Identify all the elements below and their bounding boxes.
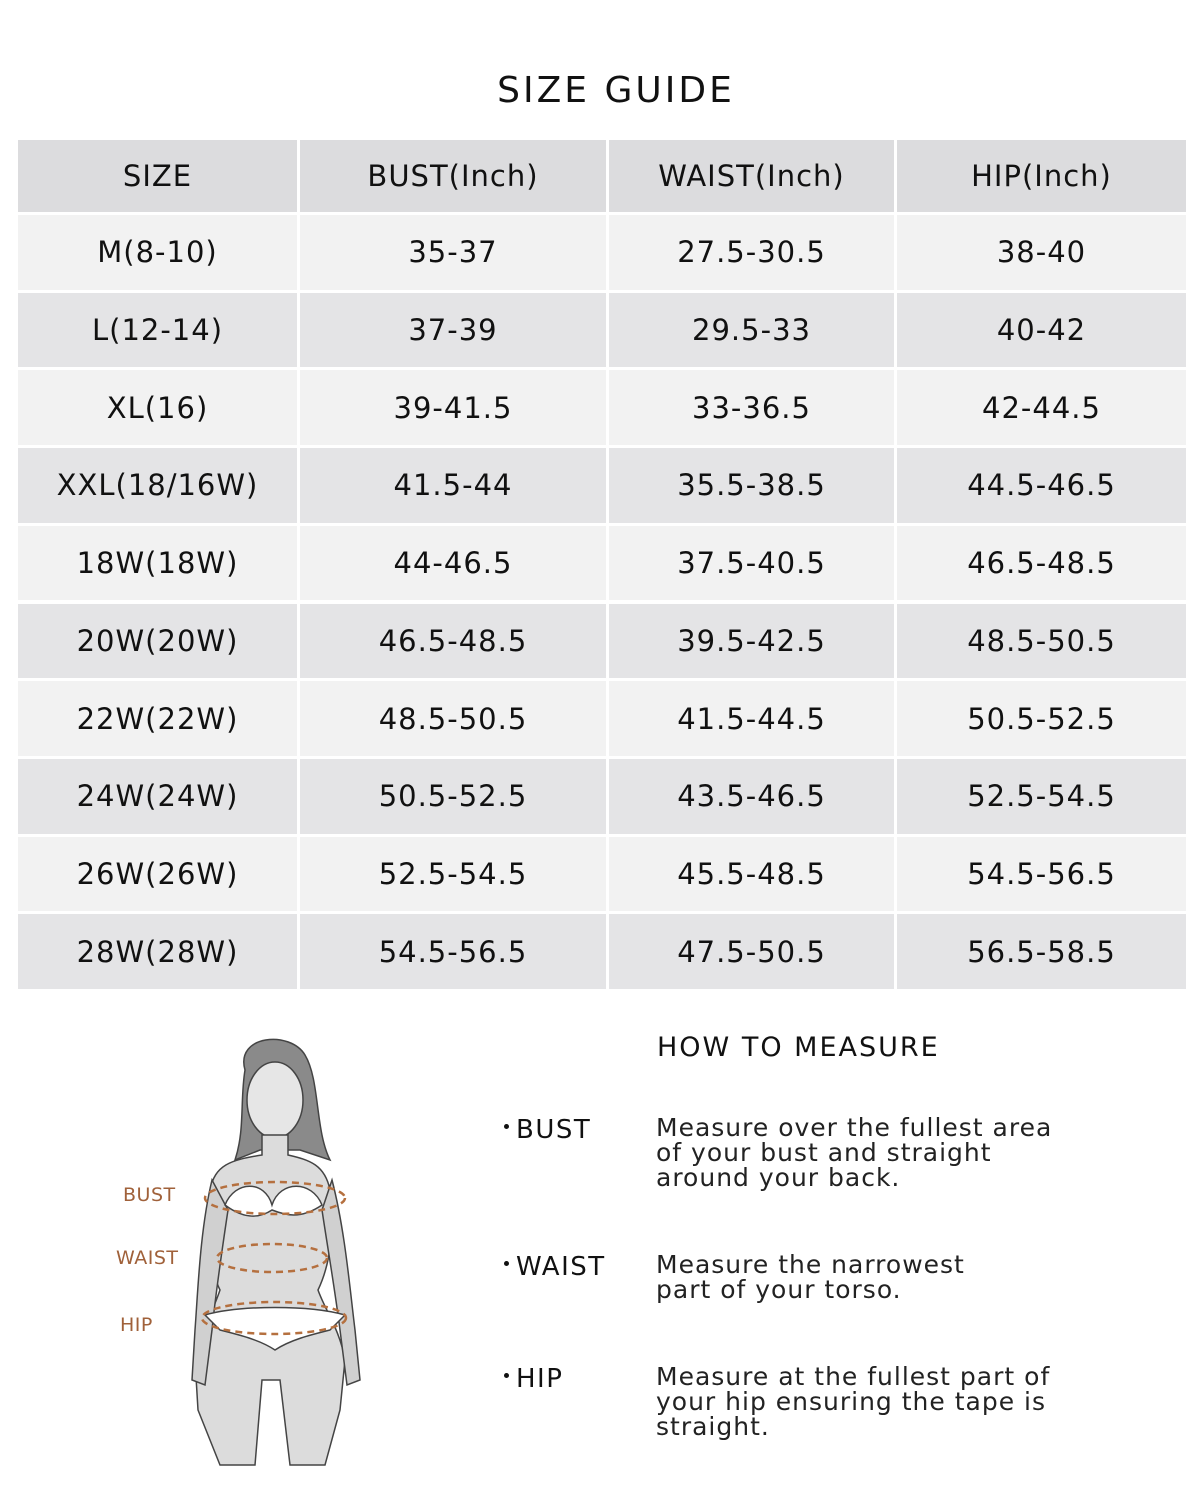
table-cell: 28W(28W) bbox=[18, 914, 297, 989]
table-cell: 46.5-48.5 bbox=[300, 603, 606, 679]
table-cell: 48.5-50.5 bbox=[300, 681, 606, 756]
header-cell: WAIST(Inch) bbox=[609, 140, 894, 212]
item-description: Measure over the fullest area bbox=[656, 1113, 1053, 1142]
bullet bbox=[504, 1373, 509, 1378]
item-name: WAIST bbox=[516, 1252, 606, 1282]
table-cell: 42-44.5 bbox=[897, 370, 1186, 446]
title: SIZE GUIDE bbox=[497, 70, 735, 111]
item-description: part of your torso. bbox=[656, 1275, 902, 1304]
table-cell: 56.5-58.5 bbox=[897, 914, 1186, 989]
table-cell: 46.5-48.5 bbox=[897, 525, 1186, 601]
bullet bbox=[504, 1124, 509, 1129]
table-cell: 33-36.5 bbox=[609, 370, 894, 446]
table-cell: 52.5-54.5 bbox=[300, 836, 606, 912]
table-cell: L(12-14) bbox=[18, 292, 297, 368]
table-cell: 41.5-44 bbox=[300, 448, 606, 523]
table-cell: 26W(26W) bbox=[18, 836, 297, 912]
table-cell: 22W(22W) bbox=[18, 681, 297, 756]
table-cell: 41.5-44.5 bbox=[609, 681, 894, 756]
table-cell: 45.5-48.5 bbox=[609, 836, 894, 912]
item-description: straight. bbox=[656, 1412, 770, 1441]
table-cell: 24W(24W) bbox=[18, 758, 297, 834]
table-cell: 29.5-33 bbox=[609, 292, 894, 368]
table-cell: 43.5-46.5 bbox=[609, 758, 894, 834]
item-description: of your bust and straight bbox=[656, 1138, 992, 1167]
table-cell: 54.5-56.5 bbox=[300, 914, 606, 989]
item-name: HIP bbox=[516, 1364, 564, 1394]
table-cell: 39-41.5 bbox=[300, 370, 606, 446]
table-cell: 37-39 bbox=[300, 292, 606, 368]
item-description: around your back. bbox=[656, 1163, 901, 1192]
item-description: Measure at the fullest part of bbox=[656, 1362, 1051, 1391]
measure-title: HOW TO MEASURE bbox=[657, 1032, 940, 1063]
table-cell: XL(16) bbox=[18, 370, 297, 446]
table-cell: XXL(18/16W) bbox=[18, 448, 297, 523]
table-cell: 20W(20W) bbox=[18, 603, 297, 679]
header-cell: SIZE bbox=[18, 140, 297, 212]
figure-label: WAIST bbox=[116, 1247, 179, 1269]
table-cell: 27.5-30.5 bbox=[609, 215, 894, 290]
table-cell: 39.5-42.5 bbox=[609, 603, 894, 679]
table-cell: 18W(18W) bbox=[18, 525, 297, 601]
item-name: BUST bbox=[516, 1115, 592, 1145]
figure-label: BUST bbox=[123, 1184, 176, 1206]
item-description: your hip ensuring the tape is bbox=[656, 1387, 1047, 1416]
header-cell: HIP(Inch) bbox=[897, 140, 1186, 212]
table-cell: 48.5-50.5 bbox=[897, 603, 1186, 679]
table-cell: 52.5-54.5 bbox=[897, 758, 1186, 834]
table-cell: 37.5-40.5 bbox=[609, 525, 894, 601]
table-cell: 47.5-50.5 bbox=[609, 914, 894, 989]
header-cell: BUST(Inch) bbox=[300, 140, 606, 212]
table-cell: 35-37 bbox=[300, 215, 606, 290]
table-cell: 44-46.5 bbox=[300, 525, 606, 601]
table-cell: M(8-10) bbox=[18, 215, 297, 290]
table-cell: 50.5-52.5 bbox=[897, 681, 1186, 756]
bullet bbox=[504, 1261, 509, 1266]
table-cell: 35.5-38.5 bbox=[609, 448, 894, 523]
table-cell: 38-40 bbox=[897, 215, 1186, 290]
table-cell: 50.5-52.5 bbox=[300, 758, 606, 834]
table-cell: 54.5-56.5 bbox=[897, 836, 1186, 912]
item-description: Measure the narrowest bbox=[656, 1250, 965, 1279]
table-cell: 40-42 bbox=[897, 292, 1186, 368]
figure-label: HIP bbox=[120, 1314, 153, 1336]
table-cell: 44.5-46.5 bbox=[897, 448, 1186, 523]
body-figure bbox=[191, 1038, 361, 1466]
